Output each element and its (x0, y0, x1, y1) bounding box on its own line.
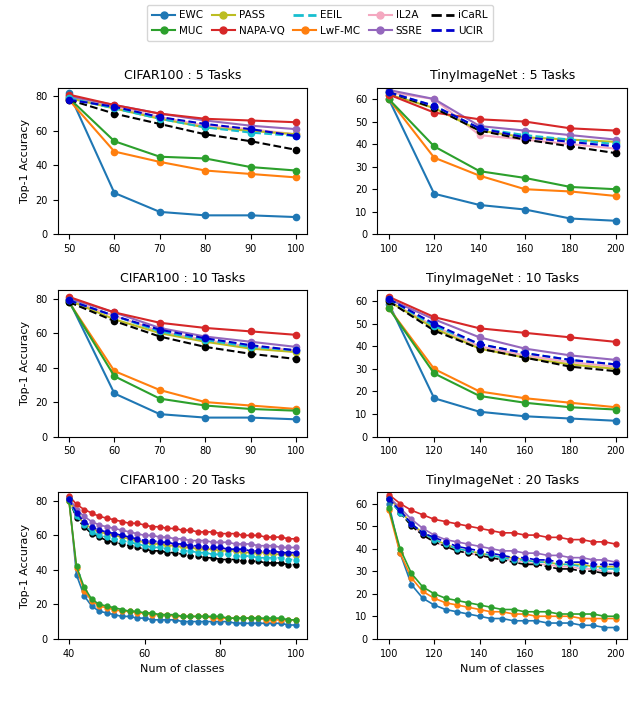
Legend: EWC, MUC, PASS, NAPA-VQ, EEIL, LwF-MC, IL2A, SSRE, iCaRL, UCIR: EWC, MUC, PASS, NAPA-VQ, EEIL, LwF-MC, I… (147, 5, 493, 41)
Title: CIFAR100 : 20 Tasks: CIFAR100 : 20 Tasks (120, 474, 245, 487)
Y-axis label: Top-1 Accuracy: Top-1 Accuracy (20, 524, 30, 608)
Title: CIFAR100 : 5 Tasks: CIFAR100 : 5 Tasks (124, 69, 241, 82)
Y-axis label: Top-1 Accuracy: Top-1 Accuracy (20, 322, 30, 405)
Title: TinyImageNet : 5 Tasks: TinyImageNet : 5 Tasks (429, 69, 575, 82)
Title: CIFAR100 : 10 Tasks: CIFAR100 : 10 Tasks (120, 272, 245, 285)
X-axis label: Num of classes: Num of classes (460, 664, 545, 674)
Title: TinyImageNet : 10 Tasks: TinyImageNet : 10 Tasks (426, 272, 579, 285)
X-axis label: Num of classes: Num of classes (140, 664, 225, 674)
Y-axis label: Top-1 Accuracy: Top-1 Accuracy (20, 119, 30, 203)
Title: TinyImageNet : 20 Tasks: TinyImageNet : 20 Tasks (426, 474, 579, 487)
